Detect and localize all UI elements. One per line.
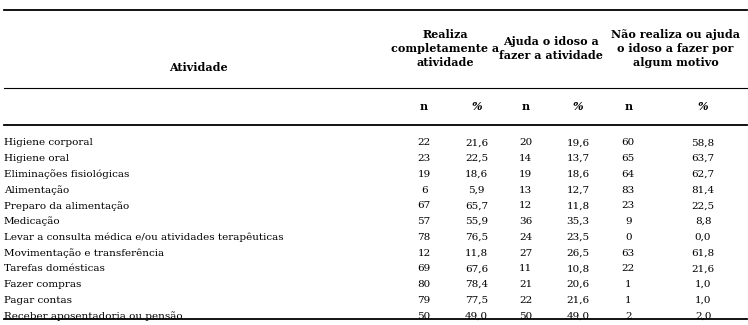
Text: 21: 21 bbox=[519, 280, 533, 289]
Text: 19: 19 bbox=[417, 170, 431, 179]
Text: Alimentação: Alimentação bbox=[4, 185, 69, 195]
Text: 57: 57 bbox=[417, 217, 431, 226]
Text: 1: 1 bbox=[625, 296, 631, 305]
Text: 27: 27 bbox=[519, 249, 533, 258]
Text: 80: 80 bbox=[417, 280, 431, 289]
Text: 12,7: 12,7 bbox=[567, 186, 589, 195]
Text: 21,6: 21,6 bbox=[692, 264, 714, 273]
Text: Preparo da alimentação: Preparo da alimentação bbox=[4, 201, 129, 211]
Text: 0,0: 0,0 bbox=[695, 233, 711, 242]
Text: 65,7: 65,7 bbox=[465, 201, 488, 210]
Text: 22,5: 22,5 bbox=[465, 154, 488, 163]
Text: Receber aposentadoria ou pensão: Receber aposentadoria ou pensão bbox=[4, 311, 183, 321]
Text: 12: 12 bbox=[519, 201, 533, 210]
Text: 10,8: 10,8 bbox=[567, 264, 589, 273]
Text: 11: 11 bbox=[519, 264, 533, 273]
Text: 35,3: 35,3 bbox=[567, 217, 589, 226]
Text: 76,5: 76,5 bbox=[465, 233, 488, 242]
Text: 24: 24 bbox=[519, 233, 533, 242]
Text: 19,6: 19,6 bbox=[567, 138, 589, 147]
Text: 11,8: 11,8 bbox=[567, 201, 589, 210]
Text: 23,5: 23,5 bbox=[567, 233, 589, 242]
Text: 23: 23 bbox=[417, 154, 431, 163]
Text: 79: 79 bbox=[417, 296, 431, 305]
Text: Higiene corporal: Higiene corporal bbox=[4, 138, 93, 147]
Text: 6: 6 bbox=[421, 186, 427, 195]
Text: Fazer compras: Fazer compras bbox=[4, 280, 81, 289]
Text: 55,9: 55,9 bbox=[465, 217, 488, 226]
Text: 21,6: 21,6 bbox=[567, 296, 589, 305]
Text: %: % bbox=[471, 101, 482, 112]
Text: 9: 9 bbox=[625, 217, 631, 226]
Text: 22: 22 bbox=[622, 264, 635, 273]
Text: 50: 50 bbox=[417, 312, 431, 321]
Text: 2,0: 2,0 bbox=[695, 312, 711, 321]
Text: 18,6: 18,6 bbox=[567, 170, 589, 179]
Text: 63: 63 bbox=[622, 249, 635, 258]
Text: 13: 13 bbox=[519, 186, 533, 195]
Text: 22,5: 22,5 bbox=[692, 201, 714, 210]
Text: %: % bbox=[698, 101, 708, 112]
Text: 13,7: 13,7 bbox=[567, 154, 589, 163]
Text: 36: 36 bbox=[519, 217, 533, 226]
Text: 65: 65 bbox=[622, 154, 635, 163]
Text: Atividade: Atividade bbox=[169, 62, 227, 73]
Text: 2: 2 bbox=[625, 312, 631, 321]
Text: 78,4: 78,4 bbox=[465, 280, 488, 289]
Text: 83: 83 bbox=[622, 186, 635, 195]
Text: %: % bbox=[573, 101, 583, 112]
Text: 22: 22 bbox=[519, 296, 533, 305]
Text: Não realiza ou ajuda
o idoso a fazer por
algum motivo: Não realiza ou ajuda o idoso a fazer por… bbox=[611, 29, 740, 68]
Text: 23: 23 bbox=[622, 201, 635, 210]
Text: 1,0: 1,0 bbox=[695, 280, 711, 289]
Text: 63,7: 63,7 bbox=[692, 154, 714, 163]
Text: Tarefas domésticas: Tarefas domésticas bbox=[4, 264, 105, 273]
Text: 78: 78 bbox=[417, 233, 431, 242]
Text: 62,7: 62,7 bbox=[692, 170, 714, 179]
Text: Movimentação e transferência: Movimentação e transferência bbox=[4, 248, 164, 258]
Text: 20,6: 20,6 bbox=[567, 280, 589, 289]
Text: 20: 20 bbox=[519, 138, 533, 147]
Text: 5,9: 5,9 bbox=[468, 186, 485, 195]
Text: 67: 67 bbox=[417, 201, 431, 210]
Text: 18,6: 18,6 bbox=[465, 170, 488, 179]
Text: 50: 50 bbox=[519, 312, 533, 321]
Text: 22: 22 bbox=[417, 138, 431, 147]
Text: 64: 64 bbox=[622, 170, 635, 179]
Text: 26,5: 26,5 bbox=[567, 249, 589, 258]
Text: Pagar contas: Pagar contas bbox=[4, 296, 72, 305]
Text: Ajuda o idoso a
fazer a atividade: Ajuda o idoso a fazer a atividade bbox=[499, 36, 603, 61]
Text: 1: 1 bbox=[625, 280, 631, 289]
Text: 49,0: 49,0 bbox=[567, 312, 589, 321]
Text: 8,8: 8,8 bbox=[695, 217, 711, 226]
Text: 61,8: 61,8 bbox=[692, 249, 714, 258]
Text: 1,0: 1,0 bbox=[695, 296, 711, 305]
Text: 67,6: 67,6 bbox=[465, 264, 488, 273]
Text: 60: 60 bbox=[622, 138, 635, 147]
Text: n: n bbox=[420, 101, 428, 112]
Text: Medicação: Medicação bbox=[4, 217, 61, 227]
Text: n: n bbox=[522, 101, 530, 112]
Text: 69: 69 bbox=[417, 264, 431, 273]
Text: 11,8: 11,8 bbox=[465, 249, 488, 258]
Text: 14: 14 bbox=[519, 154, 533, 163]
Text: 0: 0 bbox=[625, 233, 631, 242]
Text: Eliminações fisiológicas: Eliminações fisiológicas bbox=[4, 169, 129, 179]
Text: 49,0: 49,0 bbox=[465, 312, 488, 321]
Text: Realiza
completamente a
atividade: Realiza completamente a atividade bbox=[391, 29, 499, 68]
Text: n: n bbox=[625, 101, 632, 112]
Text: Levar a consulta médica e/ou atividades terapêuticas: Levar a consulta médica e/ou atividades … bbox=[4, 233, 283, 242]
Text: 81,4: 81,4 bbox=[692, 186, 714, 195]
Text: 77,5: 77,5 bbox=[465, 296, 488, 305]
Text: 19: 19 bbox=[519, 170, 533, 179]
Text: 12: 12 bbox=[417, 249, 431, 258]
Text: Higiene oral: Higiene oral bbox=[4, 154, 69, 163]
Text: 58,8: 58,8 bbox=[692, 138, 714, 147]
Text: 21,6: 21,6 bbox=[465, 138, 488, 147]
